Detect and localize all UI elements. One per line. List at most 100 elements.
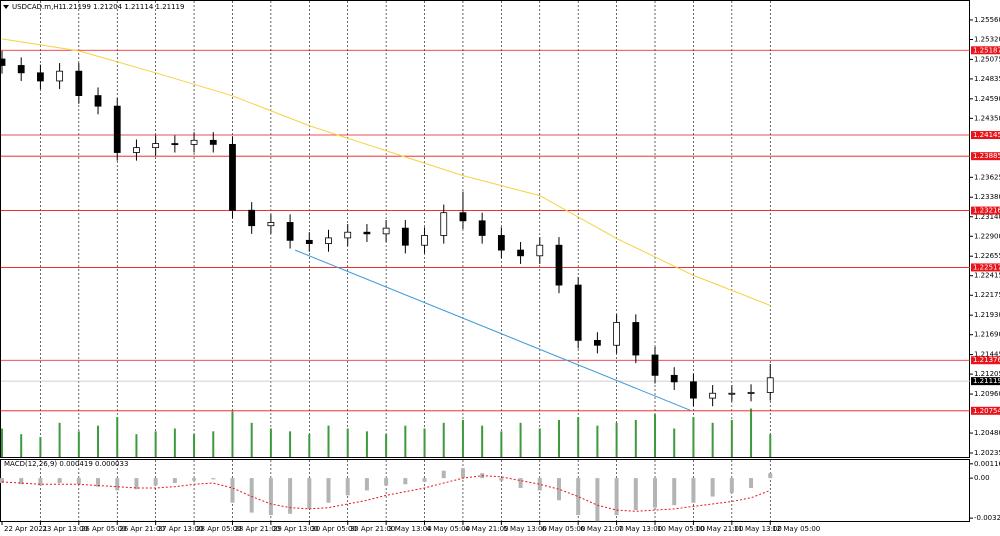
volume-bar [327,425,330,457]
macd-bar [134,478,139,490]
candle-body [17,65,25,74]
y-tick-label: 1.20235 [974,449,1000,457]
volume-bar [135,434,138,457]
volume-bar [730,419,733,457]
candle-body [709,392,717,399]
x-tick-label: 28 Apr 05:00 [196,525,242,533]
volume-bar [212,431,215,457]
volume-bar [711,422,714,457]
volume-bar [654,414,657,457]
level-label: 1.23216 [973,207,1000,215]
level-label-box [971,263,1000,272]
candle-body [190,139,198,145]
macd-bar [57,478,62,484]
y-tick-label: 1.23380 [974,193,1000,201]
volume-bar [116,417,119,457]
macd-bar [153,478,158,486]
volume-bar [193,434,196,457]
level-label-box [971,206,1000,215]
macd-bar [211,478,216,480]
level-label-box [971,356,1000,365]
level-label-box [971,152,1000,161]
candle-body [593,339,601,346]
x-tick-label: 7 May 13:00 [619,525,663,533]
x-tick-label: 11 May 13:00 [734,525,782,533]
volume-bar [385,434,388,457]
macd-bar [499,478,504,481]
signal-line [1,475,771,512]
volume-bar [500,431,503,457]
y-tick-label: 1.22900 [974,232,1000,240]
y-tick-label: 1.22415 [974,272,1000,280]
candle-body [305,239,313,244]
x-tick-label: 6 May 21:00 [580,525,624,533]
level-label: 1.20754 [973,407,1000,415]
y-tick-label: 1.20480 [974,429,1000,437]
candle-body [209,139,217,145]
volume-bar [173,428,176,457]
volume-bar [250,422,253,457]
y-tick-label: 1.24835 [974,75,1000,83]
volume-bar [577,417,580,457]
macd-bar [518,478,523,488]
macd-bar [115,478,120,491]
y-tick-label: 1.25320 [974,35,1000,43]
candle-body [632,322,640,356]
x-tick-label: 30 Apr 05:00 [311,525,357,533]
volume-bar [750,408,753,457]
y-tick-label: 1.21930 [974,311,1000,319]
x-tick-label: 30 Apr 21:00 [350,525,396,533]
candle-body [267,222,275,227]
candle-body [133,147,140,153]
y-tick-label: 1.23140 [974,213,1000,221]
candle-body [0,58,6,66]
macd-bar [441,470,446,479]
volume-bar [39,437,42,457]
volume-bar [231,411,234,457]
candle-body [94,95,102,107]
volume-bar [692,417,695,457]
macd-bar [288,478,293,514]
x-tick-label: 6 May 05:00 [542,525,586,533]
macd-bar [249,478,254,513]
macd-bar [76,478,81,485]
level-label-box [971,406,1000,415]
volume-bar [308,434,311,457]
candle-body [536,244,544,257]
macd-bar [192,478,197,481]
symbol-title: USDCAD.m,H1 [12,3,63,11]
x-tick-label: 12 May 05:00 [772,525,820,533]
candle-body [613,322,621,346]
x-tick-label: 27 Apr 13:00 [158,525,204,533]
macd-bar [268,478,273,516]
volume-bar [557,419,560,457]
macd-bar [614,478,619,516]
moving-average [1,38,771,306]
candle-body [459,212,467,222]
y-tick-label: 1.25075 [974,55,1000,63]
candle-body [728,392,736,395]
macd-bar [0,478,4,484]
macd-bar [729,478,734,493]
candle-body [766,377,774,393]
volume-bar [154,431,157,457]
volume-bar [442,422,445,457]
current-price-box [971,377,1000,386]
volume-bar [615,422,618,457]
candle-body [478,220,486,236]
volume-bar [461,419,464,457]
candle-body [229,143,236,211]
y-tick-label: 1.20960 [974,390,1000,398]
y-tick-label: 1.21690 [974,331,1000,339]
current-price-label: 1.21119 [973,377,1000,385]
candle-body [113,105,121,153]
volume-bar [634,419,637,457]
volume-bar [346,428,349,457]
menu-arrow[interactable] [3,5,9,9]
macd-bar [537,478,542,491]
y-tick-label: 0.001163 [974,460,1000,468]
volume-bar [77,431,80,457]
volume-bar [289,431,292,457]
candle-body [401,227,409,246]
candle-body [670,374,678,383]
